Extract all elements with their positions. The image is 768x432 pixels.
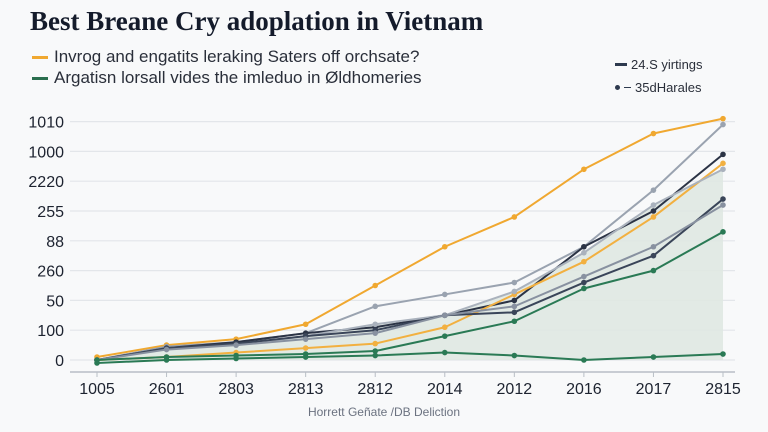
legend-label: 35dHarales [635,80,702,95]
data-point [650,252,657,259]
legend-item-green: Argatisn lorsall vides the imleduo in Øl… [32,68,422,88]
data-point [720,351,726,357]
series-line-5 [96,198,724,361]
y-tick-label: 255 [37,204,64,221]
data-point [372,321,379,328]
data-point [581,357,587,363]
data-point [650,187,657,193]
data-point [441,333,448,339]
data-point [511,309,518,316]
x-tick-label: 2815 [705,381,741,398]
data-point [233,342,239,348]
data-point [233,355,239,362]
legend-swatch-line [615,63,627,66]
legend-item-dot: 35dHarales [615,80,702,95]
legend-swatch-dash [624,87,631,88]
legend-label: Argatisn lorsall vides the imleduo in Øl… [54,68,422,87]
data-point [720,166,726,173]
data-point [650,208,657,214]
data-point [511,214,518,220]
data-point [511,303,518,310]
legend-item-orange: Invrog and engatits leraking Saters off … [32,47,419,67]
y-tick-label: 50 [46,293,64,310]
data-point [720,115,726,122]
data-point [581,243,587,250]
data-point [650,243,657,250]
data-point [511,297,518,304]
chart-title: Best Breane Cry adoplation in Vietnam [30,6,484,36]
y-tick-label: 1010 [28,115,64,132]
legend-label: Invrog and engatits leraking Saters off … [54,47,420,66]
x-tick-label: 2601 [149,381,185,398]
data-point [372,330,379,336]
legend-swatch-orange [32,55,48,59]
x-tick-label: 2803 [218,381,254,398]
data-point [581,273,587,280]
data-point [720,229,726,235]
data-point [302,345,309,351]
series-line-0 [96,117,724,359]
data-point [372,282,379,289]
data-point [650,354,657,360]
data-point [650,267,657,274]
data-point [163,346,170,353]
x-tick-label: 2017 [636,381,672,398]
series-line-7 [96,230,724,361]
series-line-3 [96,162,724,361]
x-tick-label: 1005 [79,381,115,398]
data-point [511,279,518,286]
data-point [581,258,587,265]
series-line-6 [96,204,724,361]
legend-item-line: 24.S yirtings [615,57,703,72]
x-tick-label: 2014 [427,381,463,398]
legend-swatch-green [32,76,48,80]
data-point [372,352,379,359]
x-tick-label: 2016 [566,381,602,398]
data-point [372,303,379,310]
y-tick-label: 260 [37,264,64,281]
y-tick-label: 1000 [28,144,64,161]
data-point [720,151,726,158]
x-tick-label: 2813 [288,381,324,398]
y-tick-label: 100 [37,323,64,340]
data-point [163,357,170,363]
y-tick-label: 0 [55,353,64,370]
area-fill [97,169,723,360]
data-point [372,340,379,347]
data-point [581,285,587,292]
data-point [302,336,309,342]
data-point [511,352,518,359]
x-tick-label: 2812 [357,381,393,398]
data-point [720,202,726,208]
legend-label: 24.S yirtings [631,57,703,72]
data-point [302,354,309,360]
data-point [720,160,726,167]
data-point [441,324,448,331]
legend-swatch-dot [615,85,620,90]
data-point [372,348,379,354]
data-point [441,243,448,250]
data-point [650,130,657,137]
data-point [650,214,657,220]
data-point [94,360,100,366]
series-line-8 [96,351,724,364]
data-point [720,121,726,128]
data-point [441,349,448,356]
x-axis-label: Horrett Geñate /DB Deliction [307,405,461,419]
data-point [441,291,448,298]
data-point [581,279,587,286]
data-point [720,196,726,202]
data-point [650,202,657,208]
data-point [581,249,587,256]
y-tick-label: 88 [46,234,64,251]
data-point [302,321,309,328]
x-tick-label: 2012 [497,381,533,398]
data-point [581,166,587,173]
data-point [441,312,448,319]
data-point [511,318,518,325]
data-point [511,288,518,295]
y-tick-label: 2220 [28,174,64,191]
